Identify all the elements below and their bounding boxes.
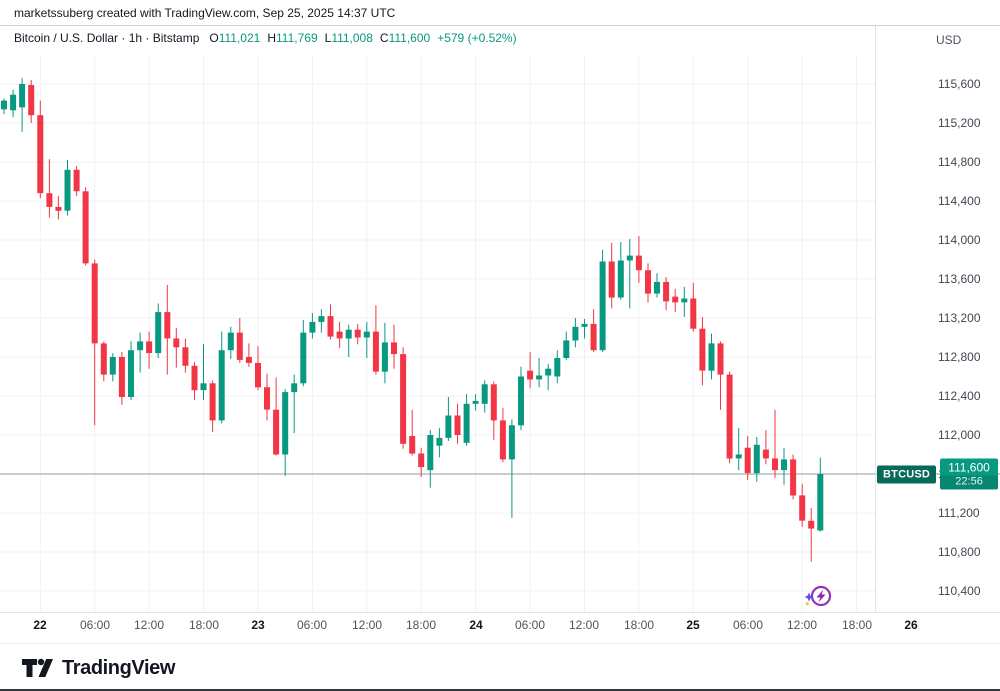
high-label: H: [267, 31, 277, 45]
price-scale[interactable]: 115,600 115,200 114,800 114,400 114,000 113,6…: [876, 26, 1000, 612]
close-value: 111,600: [388, 31, 431, 45]
time-scale-label: 18:00: [623, 618, 655, 632]
last-price-badge[interactable]: BTCUSD 111,600 22:56: [877, 458, 999, 490]
price-scale-label: 114,400: [938, 194, 981, 208]
lightning-flash-icon: [804, 585, 832, 607]
price-scale-label: 113,200: [938, 311, 981, 325]
time-scale-separator: [0, 612, 1000, 613]
high-value: 111,769: [276, 31, 318, 45]
price-scale-label: 110,800: [938, 545, 981, 559]
close-label: C: [379, 31, 389, 45]
window-bottom-edge: [0, 689, 1000, 691]
brand-text: TradingView: [62, 656, 176, 679]
low-label: L: [324, 31, 332, 45]
badge-bar-countdown: 22:56: [940, 475, 999, 490]
price-scale-label: 113,600: [938, 272, 981, 286]
symbol-header: Bitcoin / U.S. Dollar · 1h · Bitstamp O11…: [14, 31, 517, 45]
badge-symbol-label: BTCUSD: [877, 465, 937, 483]
price-scale-label: 112,800: [938, 350, 981, 364]
ohlc-legend: O111,021 H111,769 L111,008 C111,600 +579 (+0…: [209, 31, 516, 45]
price-scale-label: 110,400: [938, 584, 981, 598]
time-scale-label: 06:00: [514, 618, 546, 632]
time-scale-label: 12:00: [133, 618, 165, 632]
time-scale-label: 06:00: [79, 618, 111, 632]
footer-bar: TradingView: [0, 643, 1000, 691]
time-scale-label: 24: [469, 618, 483, 632]
price-scale-currency[interactable]: USD: [936, 33, 962, 47]
time-scale-label: 12:00: [351, 618, 383, 632]
flash-event-marker[interactable]: [801, 583, 837, 613]
price-scale-label: 114,000: [938, 233, 981, 247]
price-scale-label: 114,800: [938, 155, 981, 169]
badge-price-value: 111,600: [948, 460, 990, 475]
chart-canvas[interactable]: [0, 26, 1000, 612]
time-scale-label: 06:00: [296, 618, 328, 632]
candlestick-series: [1, 78, 824, 562]
price-scale-label: 112,400: [938, 389, 981, 403]
watermark-bar: marketssuberg created with TradingView.c…: [0, 0, 1000, 26]
price-scale-label: 115,600: [938, 77, 981, 91]
time-scale-label: 18:00: [405, 618, 437, 632]
time-scale-label: 26: [904, 618, 918, 632]
price-scale-label: 111,200: [938, 506, 980, 520]
time-scale-label: 18:00: [188, 618, 220, 632]
time-scale-label: 22: [33, 618, 47, 632]
change-value: +579 (+0.52%): [437, 31, 517, 45]
price-scale-separator: [875, 26, 876, 612]
low-value: 111,008: [331, 31, 373, 45]
grid: [0, 56, 875, 612]
open-label: O: [209, 31, 219, 45]
watermark-text: marketssuberg created with TradingView.c…: [14, 6, 396, 20]
tradingview-logo[interactable]: TradingView: [22, 655, 175, 681]
time-scale-label: 12:00: [568, 618, 600, 632]
tradingview-logo-icon: [22, 658, 53, 677]
time-scale-label: 23: [251, 618, 265, 632]
price-scale-label: 115,200: [938, 116, 981, 130]
symbol-title[interactable]: Bitcoin / U.S. Dollar · 1h · Bitstamp: [14, 31, 200, 45]
price-scale-label: 112,000: [938, 428, 981, 442]
time-scale-label: 18:00: [841, 618, 873, 632]
time-scale[interactable]: 22 06:00 12:00 18:00 23 06:00 12:00 18:00 24 06:0…: [0, 613, 1000, 641]
time-scale-label: 06:00: [732, 618, 764, 632]
time-scale-label: 25: [686, 618, 700, 632]
time-scale-label: 12:00: [786, 618, 818, 632]
badge-price-box: 111,600 22:56: [940, 458, 999, 490]
open-value: 111,021: [218, 31, 261, 45]
